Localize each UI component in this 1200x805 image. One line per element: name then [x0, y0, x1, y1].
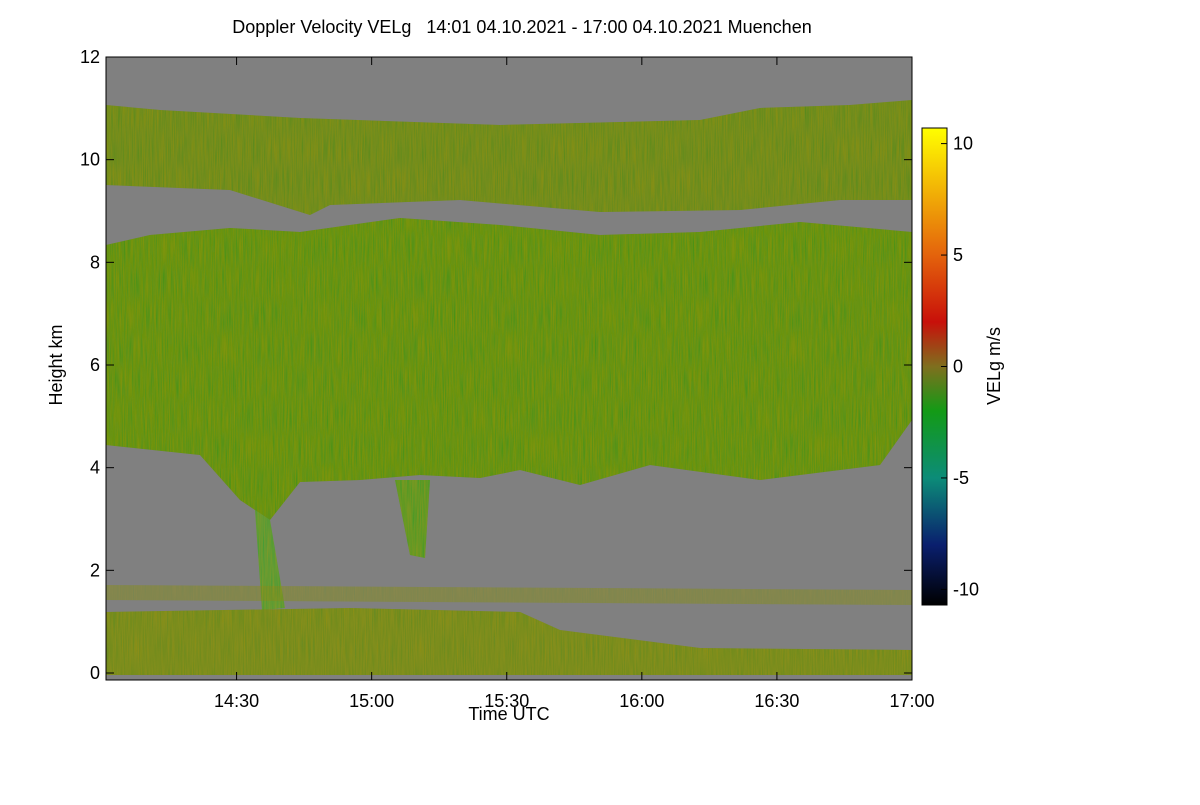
- chart-title: Doppler Velocity VELg 14:01 04.10.2021 -…: [232, 17, 811, 37]
- y-tick-label: 12: [80, 47, 100, 67]
- x-tick-label: 16:00: [619, 691, 664, 711]
- colorbar-tick-label: -5: [953, 468, 969, 488]
- x-tick-label: 14:30: [214, 691, 259, 711]
- plot-frame: [105, 56, 913, 681]
- x-tick-label: 15:00: [349, 691, 394, 711]
- x-tick-label: 15:30: [484, 691, 529, 711]
- y-tick-label: 6: [90, 355, 100, 375]
- colorbar-tick-label: 10: [953, 134, 973, 154]
- y-tick-label: 4: [90, 458, 100, 478]
- colorbar-label: VELg m/s: [984, 327, 1004, 405]
- y-tick-label: 8: [90, 252, 100, 272]
- x-axis-label: Time UTC: [468, 704, 549, 724]
- heatmap-field: [106, 57, 912, 680]
- colorbar-tick-label: 5: [953, 245, 963, 265]
- y-tick-label: 0: [90, 663, 100, 683]
- x-tick-label: 17:00: [889, 691, 934, 711]
- colorbar-tick-label: 0: [953, 357, 963, 377]
- y-tick-label: 2: [90, 560, 100, 580]
- y-tick-label: 10: [80, 150, 100, 170]
- colorbar-tick-label: -10: [953, 579, 979, 599]
- x-tick-label: 16:30: [754, 691, 799, 711]
- y-axis-label: Height km: [46, 324, 66, 405]
